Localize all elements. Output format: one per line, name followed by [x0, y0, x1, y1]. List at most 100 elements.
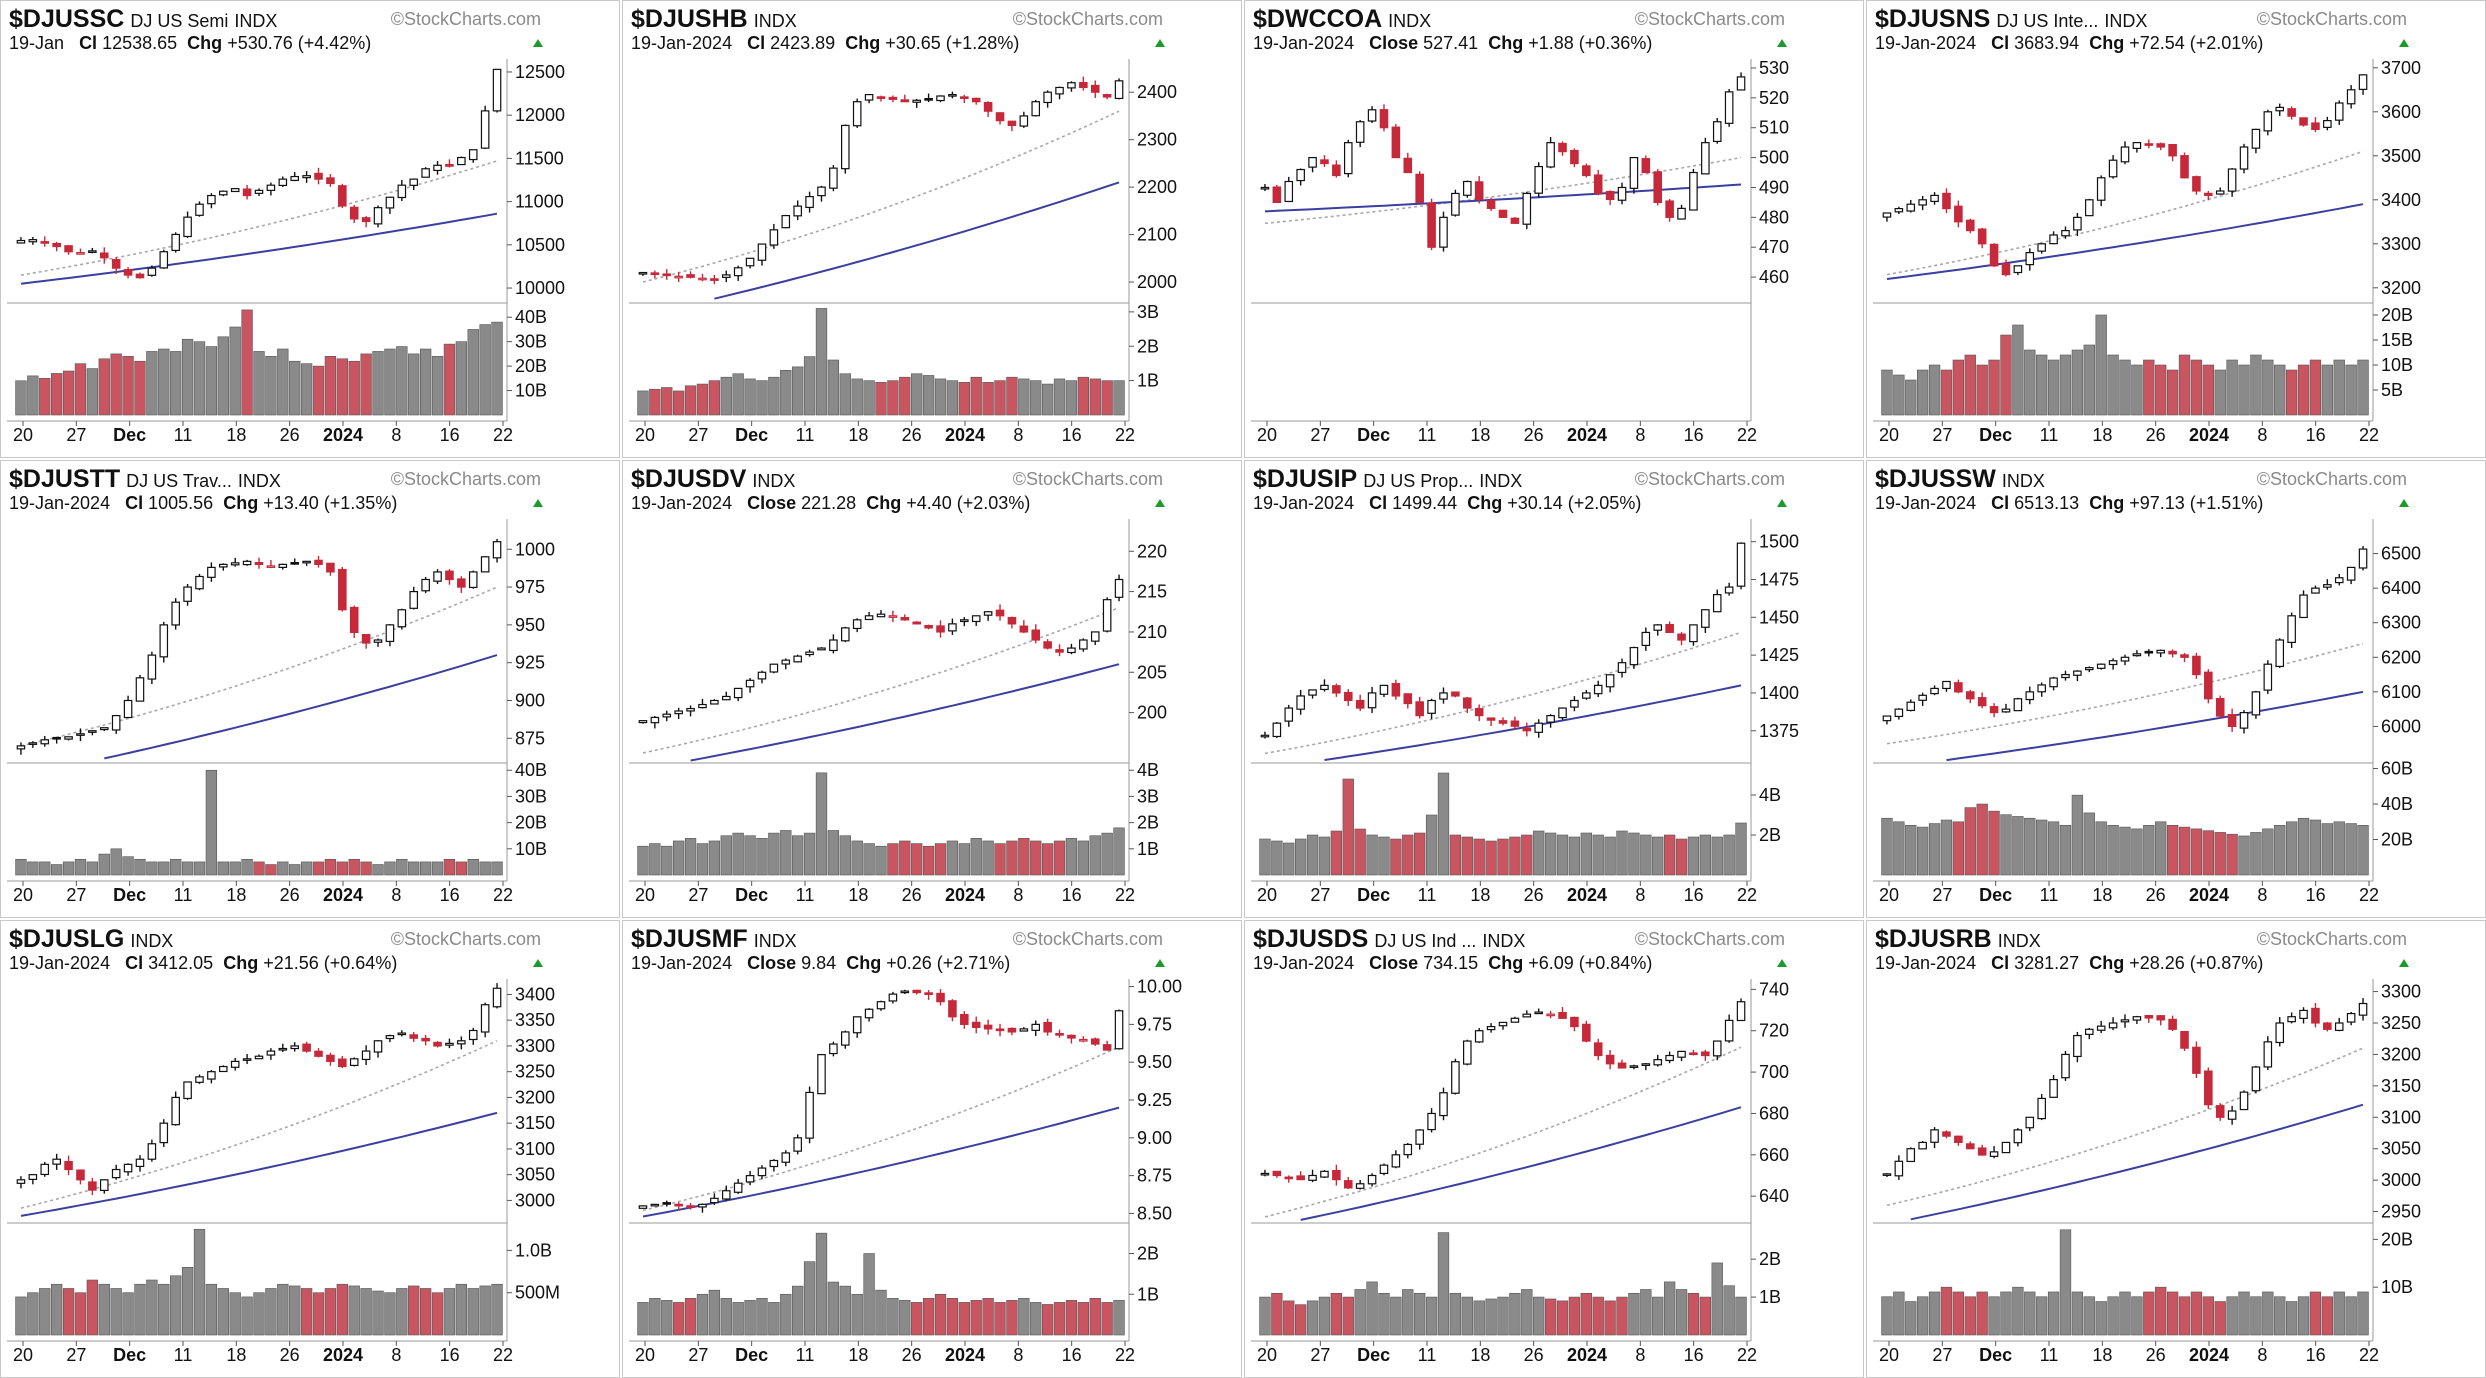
volume-bar: [1928, 364, 1941, 416]
candle: [2001, 1141, 2011, 1154]
volume-bar: [324, 1288, 337, 1336]
candle: [852, 1016, 862, 1034]
volume-bar: [934, 843, 947, 876]
volume-bar: [62, 370, 75, 416]
chart-panel-djussc[interactable]: $DJUSSC DJ US Semi INDX ©StockCharts.com 19-…: [0, 0, 620, 458]
chart-svg: 2000 2100 2200 2300 2400 3B 2B 1B 20 27 Dec 11 18 26 2…: [629, 59, 1177, 445]
candle: [1522, 192, 1532, 225]
volume-tick-label: 40B: [515, 307, 547, 327]
volume-bar: [696, 1293, 709, 1336]
candle: [2180, 1030, 2189, 1049]
volume-bar: [1663, 1281, 1676, 1336]
copyright-icon: ©: [1012, 469, 1026, 489]
chart-panel-djusrb[interactable]: $DJUSRB INDX ©StockCharts.com 19-Jan-2024 C…: [1866, 920, 2486, 1378]
volume-bar: [2119, 826, 2131, 876]
volume-bar: [1544, 1298, 1557, 1336]
chart-panel-djusns[interactable]: $DJUSNS DJ US Inte... INDX ©StockCharts.com…: [1866, 0, 2486, 458]
quote-date: 19-Jan: [9, 33, 65, 53]
candle: [219, 190, 228, 196]
candle: [983, 1024, 993, 1030]
brand-text: StockCharts.com: [1025, 469, 1163, 489]
candle: [1570, 149, 1579, 165]
candle: [1343, 142, 1353, 175]
volume-bar: [479, 861, 491, 876]
candle: [1712, 594, 1722, 613]
chart-panel-djusdv[interactable]: $DJUSDV INDX ©StockCharts.com 19-Jan-2024 C…: [622, 460, 1242, 918]
volume-bar: [122, 356, 134, 416]
chart-panel-djusmf[interactable]: $DJUSMF INDX ©StockCharts.com 19-Jan-2024 C…: [622, 920, 1242, 1378]
candle: [1593, 174, 1603, 195]
candle: [1665, 200, 1674, 218]
ma20-line: [1264, 631, 1742, 755]
y-tick-label: 3150: [2381, 1076, 2421, 1096]
volume-bar: [431, 1292, 444, 1336]
candle: [912, 989, 921, 994]
volume-bar: [1390, 838, 1402, 876]
y-tick-label: 480: [1759, 207, 1789, 227]
candle: [1522, 1013, 1532, 1018]
chart-panel-djustt[interactable]: $DJUSTT DJ US Trav... INDX ©StockCharts.com…: [0, 460, 620, 918]
volume-bar: [1652, 836, 1664, 876]
volume-bar: [1592, 1296, 1604, 1336]
volume-bar: [1893, 821, 1905, 876]
candle: [1522, 727, 1532, 732]
candle: [492, 987, 502, 1008]
y-tick-label: 3150: [515, 1113, 555, 1133]
up-triangle-icon: [533, 39, 543, 47]
candle: [421, 578, 430, 592]
chart-panel-dwccoa[interactable]: $DWCCOA INDX ©StockCharts.com 19-Jan-2024 C…: [1244, 0, 1864, 458]
candle: [721, 274, 731, 278]
candle: [2168, 1018, 2177, 1030]
candle: [829, 167, 838, 189]
volume-tick-label: 2B: [1137, 813, 1159, 833]
chart-panel-djusds[interactable]: $DJUSDS DJ US Ind ... INDX ©StockCharts.com…: [1244, 920, 1864, 1378]
y-tick-label: 3000: [2381, 1170, 2421, 1190]
candle: [433, 164, 442, 172]
candle: [1320, 159, 1329, 165]
candle: [662, 1202, 672, 1205]
volume-bar: [780, 370, 792, 416]
volume-bar: [2095, 314, 2107, 416]
chart-header: $DJUSMF INDX ©StockCharts.com 19-Jan-2024 C…: [623, 921, 1241, 979]
x-tick-label: 26: [1524, 1345, 1544, 1365]
brand-text: StockCharts.com: [2269, 469, 2407, 489]
volume-bar: [1940, 819, 1953, 876]
candle: [40, 1163, 50, 1176]
y-tick-label: 9.25: [1137, 1090, 1172, 1110]
volume-bar: [253, 861, 265, 876]
volume-bar: [1295, 838, 1307, 876]
candle: [1332, 1169, 1341, 1181]
volume-bar: [2166, 825, 2179, 876]
volume-bar: [1113, 380, 1125, 416]
quote-line: 19-Jan-2024 Cl 6513.13 Chg +97.13 (+1.51…: [1875, 493, 2263, 514]
chart-panel-djuslg[interactable]: $DJUSLG INDX ©StockCharts.com 19-Jan-2024 C…: [0, 920, 620, 1378]
symbol-label: $DJUSMF INDX: [631, 925, 797, 954]
symbol-text: $DJUSHB: [631, 5, 748, 33]
chart-panel-djushb[interactable]: $DJUSHB INDX ©StockCharts.com 19-Jan-2024 C…: [622, 0, 1242, 458]
volume-bar: [62, 1288, 75, 1336]
volume-bar: [229, 326, 241, 416]
volume-bar: [1485, 1298, 1497, 1336]
candle: [1355, 699, 1365, 709]
chart-panel-djussw[interactable]: $DJUSSW INDX ©StockCharts.com 19-Jan-2024 C…: [1866, 460, 2486, 918]
candle: [948, 93, 957, 97]
chart-svg: 200 205 210 215 220 4B 3B 2B 1B 20 27 Dec 11 18 26 2024…: [629, 519, 1167, 905]
x-tick-label: 22: [1115, 425, 1135, 445]
change-value: +1.88 (+0.36%): [1528, 33, 1653, 53]
volume-bar: [2143, 825, 2155, 876]
volume-bar: [74, 363, 87, 416]
x-tick-label: 2024: [1567, 885, 1607, 905]
candle: [88, 250, 97, 253]
chart-panel-djusip[interactable]: $DJUSIP DJ US Prop... INDX ©StockCharts.com…: [1244, 460, 1864, 918]
candle: [290, 562, 299, 565]
candle: [733, 687, 743, 699]
candle: [2108, 159, 2118, 178]
candle: [302, 175, 311, 179]
candle: [745, 257, 755, 267]
candle: [1724, 1019, 1734, 1042]
volume-bar: [2166, 1291, 2179, 1336]
candle: [2061, 673, 2070, 679]
candle: [1593, 684, 1603, 695]
volume-bar: [2190, 359, 2203, 416]
x-tick-label: 26: [280, 885, 300, 905]
